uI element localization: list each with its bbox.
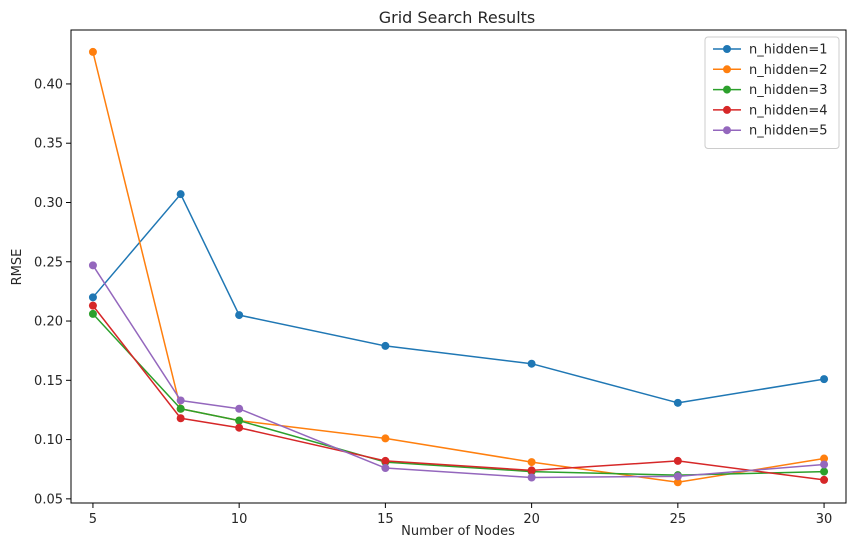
legend-item: n_hidden=3 bbox=[713, 83, 828, 98]
series-3 bbox=[88, 309, 829, 480]
data-point bbox=[88, 301, 97, 310]
series-line bbox=[92, 193, 825, 404]
data-point bbox=[527, 466, 536, 475]
data-point bbox=[235, 416, 244, 425]
legend-label: n_hidden=2 bbox=[749, 63, 828, 78]
legend-item: n_hidden=4 bbox=[713, 103, 828, 118]
legend-item: n_hidden=2 bbox=[713, 63, 828, 78]
data-point bbox=[527, 359, 536, 368]
data-point bbox=[235, 404, 244, 413]
data-point bbox=[527, 458, 536, 467]
y-tick-label: 0.10 bbox=[34, 433, 63, 448]
series-4 bbox=[88, 301, 829, 484]
legend-label: n_hidden=1 bbox=[749, 43, 828, 58]
data-point bbox=[673, 478, 682, 487]
x-tick-label: 20 bbox=[523, 512, 540, 527]
x-axis-label: Number of Nodes bbox=[401, 524, 515, 539]
series-line bbox=[92, 305, 825, 481]
y-tick-label: 0.35 bbox=[34, 137, 63, 152]
data-point bbox=[88, 47, 97, 56]
legend-label: n_hidden=5 bbox=[749, 124, 828, 139]
data-point bbox=[88, 309, 97, 318]
data-point bbox=[176, 414, 185, 423]
y-axis: 0.05 0.10 0.15 0.20 0.25 0.30 0.35 0.40 bbox=[34, 77, 71, 507]
data-point bbox=[673, 456, 682, 465]
y-tick-label: 0.30 bbox=[34, 196, 63, 211]
data-point bbox=[673, 398, 682, 407]
legend-item: n_hidden=5 bbox=[713, 124, 828, 139]
legend-marker bbox=[723, 126, 731, 135]
x-tick-label: 5 bbox=[89, 512, 97, 527]
x-tick-label: 10 bbox=[231, 512, 248, 527]
data-point bbox=[176, 396, 185, 405]
legend-marker bbox=[723, 65, 731, 74]
data-point bbox=[673, 472, 682, 481]
data-point bbox=[88, 293, 97, 302]
series-line bbox=[92, 264, 825, 479]
x-tick-label: 30 bbox=[816, 512, 833, 527]
legend-box bbox=[704, 36, 840, 149]
legend: n_hidden=1 n_hidden=2 n_hidden=3 n_hidden=4… bbox=[704, 36, 840, 149]
data-point bbox=[235, 423, 244, 432]
plot-frame bbox=[70, 29, 847, 504]
series-5 bbox=[88, 261, 829, 482]
data-point bbox=[820, 454, 829, 463]
y-tick-label: 0.20 bbox=[34, 315, 63, 330]
data-point bbox=[820, 467, 829, 476]
y-tick-label: 0.40 bbox=[34, 77, 63, 92]
y-axis-label: RMSE bbox=[10, 249, 25, 286]
data-point bbox=[235, 311, 244, 320]
legend-marker bbox=[723, 45, 731, 53]
chart-title: Grid Search Results bbox=[379, 8, 536, 27]
data-point bbox=[820, 460, 829, 469]
x-tick-label: 25 bbox=[670, 512, 687, 527]
y-tick-label: 0.25 bbox=[34, 255, 63, 270]
legend-marker bbox=[723, 85, 731, 94]
data-point bbox=[381, 456, 390, 465]
series-1 bbox=[88, 190, 829, 407]
legend-marker bbox=[723, 105, 731, 114]
series-layer bbox=[88, 47, 829, 487]
data-point bbox=[176, 404, 185, 413]
data-point bbox=[820, 475, 829, 484]
y-tick-label: 0.05 bbox=[34, 492, 63, 507]
legend-label: n_hidden=4 bbox=[749, 103, 828, 118]
y-tick-label: 0.15 bbox=[34, 374, 63, 389]
legend-item: n_hidden=1 bbox=[713, 43, 828, 58]
data-point bbox=[820, 375, 829, 384]
x-axis: 5 10 15 20 25 30 bbox=[89, 503, 833, 527]
legend-label: n_hidden=3 bbox=[749, 83, 828, 98]
data-point bbox=[381, 434, 390, 443]
data-point bbox=[527, 473, 536, 482]
data-point bbox=[381, 341, 390, 350]
data-point bbox=[88, 261, 97, 270]
data-point bbox=[176, 190, 185, 199]
data-point bbox=[381, 464, 390, 473]
x-tick-label: 15 bbox=[377, 512, 394, 527]
